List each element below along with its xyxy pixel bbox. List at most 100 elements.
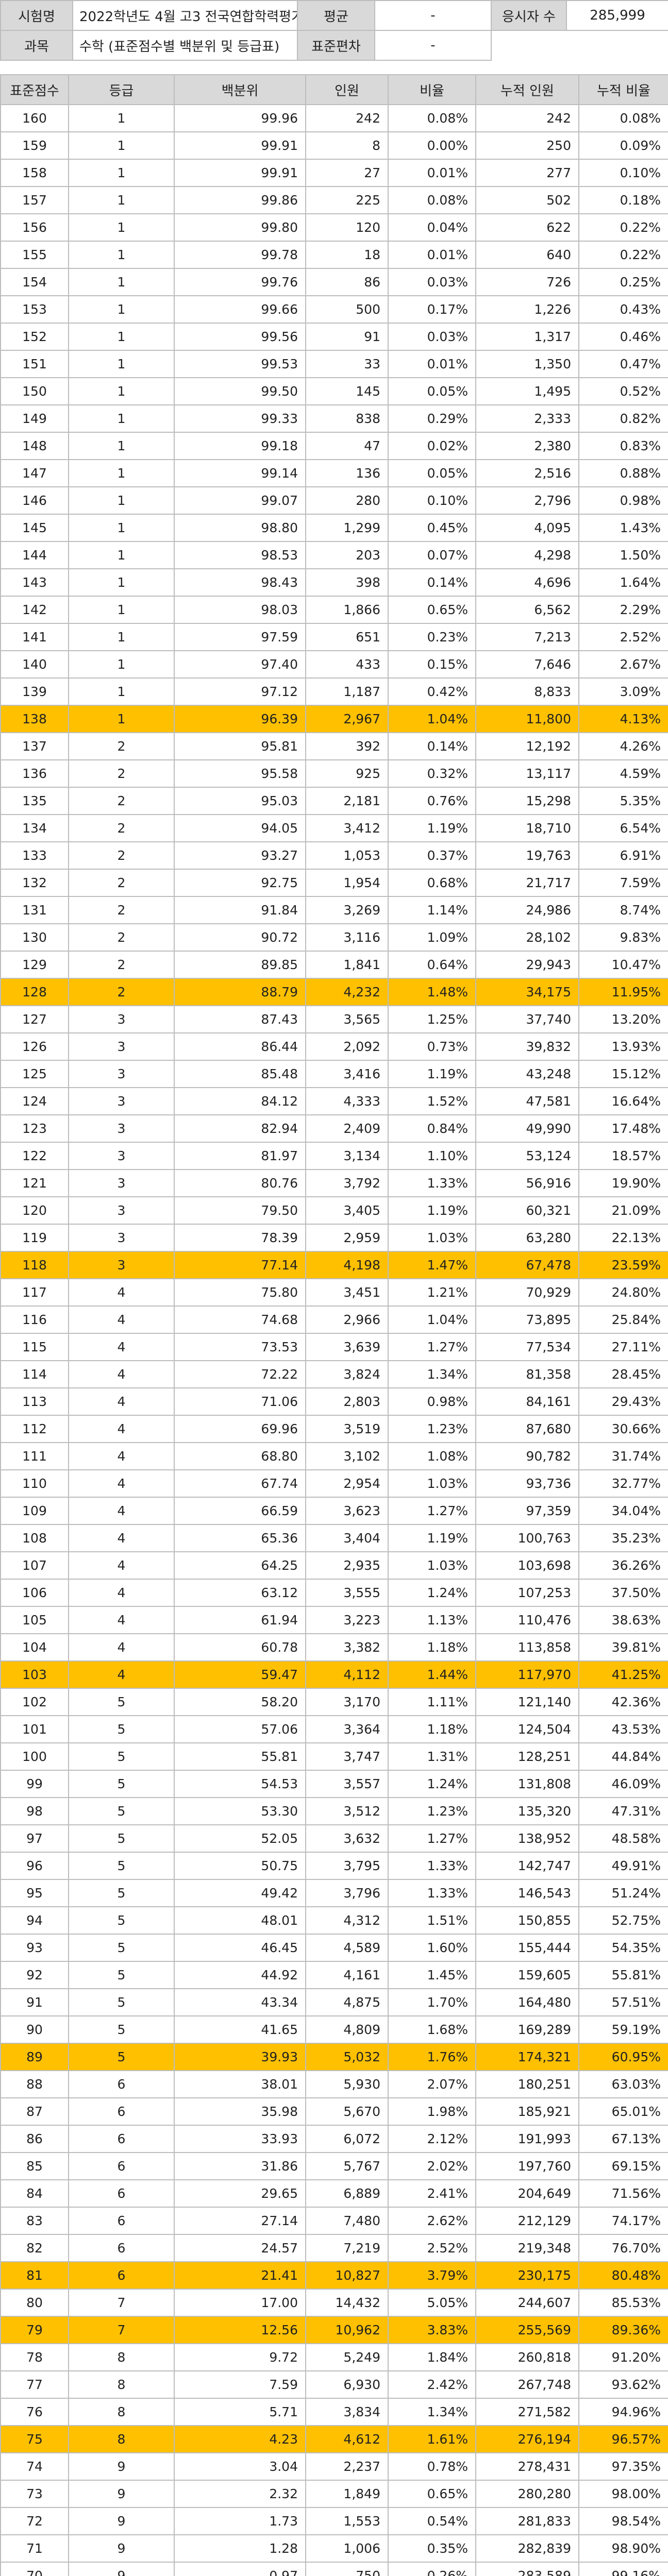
count-cell: 1,849	[305, 2480, 389, 2508]
score-cell: 121	[0, 1169, 69, 1197]
score-cell: 153	[0, 295, 69, 324]
ratio-cell: 0.14%	[388, 568, 476, 597]
mean-value: -	[374, 0, 492, 31]
score-cell: 159	[0, 131, 69, 160]
cumulative-count-cell: 244,607	[475, 2289, 579, 2317]
percentile-cell: 57.06	[174, 1715, 306, 1743]
cumulative-count-cell: 47,581	[475, 1087, 579, 1115]
header-score: 표준점수	[0, 74, 69, 105]
count-cell: 7,480	[305, 2207, 389, 2235]
percentile-cell: 98.53	[174, 541, 306, 569]
subject-value: 수학 (표준점수별 백분위 및 등급표)	[72, 30, 298, 61]
count-cell: 2,092	[305, 1032, 389, 1061]
percentile-cell: 81.97	[174, 1142, 306, 1170]
percentile-cell: 95.58	[174, 759, 306, 788]
grade-cell: 5	[68, 1770, 175, 1798]
percentile-cell: 97.40	[174, 650, 306, 679]
cumulative-ratio-cell: 32.77%	[578, 1469, 668, 1498]
count-cell: 2,935	[305, 1551, 389, 1580]
cumulative-count-cell: 150,855	[475, 1906, 579, 1935]
grade-cell: 9	[68, 2534, 175, 2563]
score-cell: 132	[0, 869, 69, 897]
score-cell: 133	[0, 841, 69, 870]
cumulative-count-cell: 103,698	[475, 1551, 579, 1580]
table-row: 72 9 1.73 1,553 0.54% 281,833 98.54%	[0, 2507, 668, 2535]
score-cell: 104	[0, 1633, 69, 1662]
cumulative-ratio-cell: 4.59%	[578, 759, 668, 788]
score-cell: 94	[0, 1906, 69, 1935]
percentile-cell: 64.25	[174, 1551, 306, 1580]
percentile-cell: 31.86	[174, 2152, 306, 2180]
cumulative-count-cell: 4,095	[475, 514, 579, 542]
score-cell: 137	[0, 732, 69, 760]
count-cell: 5,670	[305, 2097, 389, 2126]
grade-cell: 9	[68, 2452, 175, 2481]
cumulative-count-cell: 13,117	[475, 759, 579, 788]
count-cell: 1,553	[305, 2507, 389, 2535]
table-row: 84 6 29.65 6,889 2.41% 204,649 71.56%	[0, 2179, 668, 2208]
cumulative-ratio-cell: 25.84%	[578, 1306, 668, 1334]
table-row: 74 9 3.04 2,237 0.78% 278,431 97.35%	[0, 2452, 668, 2481]
count-cell: 6,889	[305, 2179, 389, 2208]
table-row: 138 1 96.39 2,967 1.04% 11,800 4.13%	[0, 705, 668, 733]
ratio-cell: 1.10%	[388, 1142, 476, 1170]
score-cell: 92	[0, 1961, 69, 1989]
score-cell: 113	[0, 1387, 69, 1416]
cumulative-count-cell: 230,175	[475, 2261, 579, 2290]
grade-cell: 8	[68, 2398, 175, 2426]
table-row: 105 4 61.94 3,223 1.13% 110,476 38.63%	[0, 1606, 668, 1634]
grade-cell: 1	[68, 241, 175, 269]
cumulative-ratio-cell: 17.48%	[578, 1114, 668, 1143]
table-row: 125 3 85.48 3,416 1.19% 43,248 15.12%	[0, 1060, 668, 1088]
percentile-cell: 48.01	[174, 1906, 306, 1935]
percentile-cell: 21.41	[174, 2261, 306, 2290]
grade-cell: 3	[68, 1224, 175, 1252]
ratio-cell: 0.35%	[388, 2534, 476, 2563]
cumulative-ratio-cell: 71.56%	[578, 2179, 668, 2208]
table-row: 155 1 99.78 18 0.01% 640 0.22%	[0, 241, 668, 269]
table-row: 110 4 67.74 2,954 1.03% 93,736 32.77%	[0, 1469, 668, 1498]
grade-cell: 1	[68, 459, 175, 487]
cumulative-count-cell: 212,129	[475, 2207, 579, 2235]
score-cell: 93	[0, 1934, 69, 1962]
score-cell: 90	[0, 2015, 69, 2044]
cumulative-ratio-cell: 36.26%	[578, 1551, 668, 1580]
count-cell: 1,053	[305, 841, 389, 870]
header-cumulative-ratio: 누적 비율	[578, 74, 668, 105]
cumulative-ratio-cell: 18.57%	[578, 1142, 668, 1170]
count-cell: 120	[305, 213, 389, 242]
grade-cell: 1	[68, 623, 175, 651]
count-cell: 4,589	[305, 1934, 389, 1962]
cumulative-count-cell: 1,495	[475, 377, 579, 405]
count-cell: 3,170	[305, 1688, 389, 1716]
ratio-cell: 0.14%	[388, 732, 476, 760]
cumulative-ratio-cell: 44.84%	[578, 1742, 668, 1771]
table-row: 111 4 68.80 3,102 1.08% 90,782 31.74%	[0, 1442, 668, 1470]
grade-cell: 3	[68, 1114, 175, 1143]
score-cell: 87	[0, 2097, 69, 2126]
percentile-cell: 65.36	[174, 1524, 306, 1552]
percentile-cell: 95.81	[174, 732, 306, 760]
grade-cell: 2	[68, 759, 175, 788]
percentile-cell: 99.76	[174, 268, 306, 296]
table-row: 93 5 46.45 4,589 1.60% 155,444 54.35%	[0, 1934, 668, 1962]
grade-cell: 1	[68, 131, 175, 160]
cumulative-ratio-cell: 21.09%	[578, 1196, 668, 1225]
grade-cell: 1	[68, 486, 175, 515]
percentile-cell: 99.78	[174, 241, 306, 269]
count-cell: 1,841	[305, 951, 389, 979]
cumulative-count-cell: 77,534	[475, 1333, 579, 1361]
score-cell: 70	[0, 2562, 69, 2576]
percentile-cell: 90.72	[174, 923, 306, 952]
ratio-cell: 0.07%	[388, 541, 476, 569]
ratio-cell: 1.24%	[388, 1770, 476, 1798]
count-cell: 4,161	[305, 1961, 389, 1989]
cumulative-count-cell: 281,833	[475, 2507, 579, 2535]
ratio-cell: 0.01%	[388, 350, 476, 378]
ratio-cell: 1.27%	[388, 1333, 476, 1361]
percentile-cell: 89.85	[174, 951, 306, 979]
percentile-cell: 54.53	[174, 1770, 306, 1798]
cumulative-ratio-cell: 0.18%	[578, 186, 668, 214]
count-cell: 10,962	[305, 2316, 389, 2344]
percentile-cell: 98.80	[174, 514, 306, 542]
